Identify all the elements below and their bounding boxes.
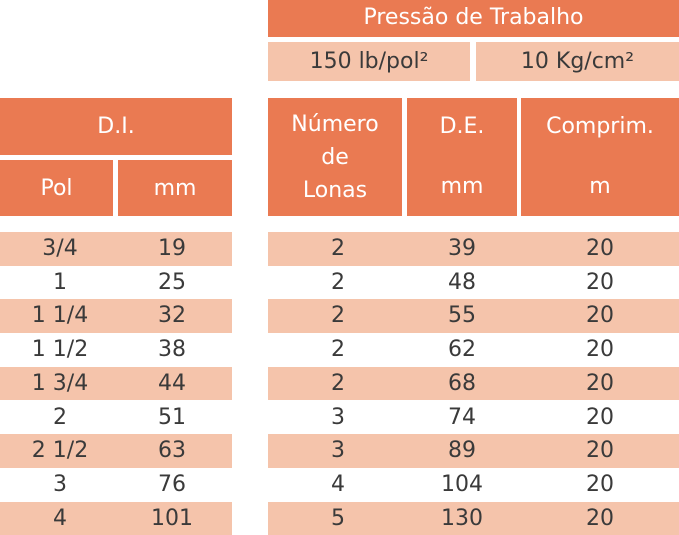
row-band — [0, 232, 232, 266]
table-cell: 4 — [331, 471, 345, 497]
table-cell: 38 — [158, 337, 186, 363]
row-band — [268, 299, 679, 334]
table-cell: 20 — [586, 269, 614, 295]
de-unit: mm — [440, 174, 484, 199]
lonas-line: Lonas — [302, 178, 368, 203]
table-cell: 1 — [53, 269, 67, 295]
table-cell: 20 — [586, 337, 614, 363]
table-cell: 76 — [158, 471, 186, 497]
de-header: D.E. mm — [407, 98, 517, 216]
table-cell: 104 — [441, 471, 483, 497]
row-band — [0, 501, 232, 535]
row-band — [0, 299, 232, 334]
table-cell: 1 1/4 — [31, 303, 89, 329]
table-cell: 74 — [448, 404, 476, 430]
table-cell: 3 — [331, 438, 345, 464]
psi-label: 150 lb/pol² — [309, 49, 429, 74]
lonas-line: Número — [291, 112, 379, 137]
table-cell: 20 — [586, 471, 614, 497]
pol-header: Pol — [0, 160, 113, 216]
table-cell: 20 — [586, 370, 614, 396]
table-cell: 20 — [586, 404, 614, 430]
mm-header: mm — [118, 160, 232, 216]
table-cell: 25 — [158, 269, 186, 295]
di-header: D.I. — [0, 98, 232, 155]
table-cell: 44 — [158, 370, 186, 396]
row-band — [0, 366, 232, 401]
row-band — [268, 501, 679, 535]
table-cell: 130 — [441, 505, 483, 531]
table-cell: 2 1/2 — [31, 438, 89, 464]
table-cell: 5 — [331, 505, 345, 531]
table-cell: 101 — [151, 505, 193, 531]
comp-label: Comprim. — [546, 114, 654, 139]
psi-header: 150 lb/pol² — [268, 42, 470, 81]
table-cell: 55 — [448, 303, 476, 329]
table-cell: 20 — [586, 303, 614, 329]
comp-unit: m — [589, 174, 611, 199]
table-cell: 19 — [158, 236, 186, 261]
table-cell: 20 — [586, 438, 614, 464]
table-cell: 62 — [448, 337, 476, 363]
row-band — [0, 434, 232, 468]
table-cell: 2 — [331, 370, 345, 396]
table-cell: 48 — [448, 269, 476, 295]
lonas-header: Número de Lonas — [268, 98, 402, 216]
table-cell: 1 3/4 — [31, 370, 89, 396]
pressure-title: Pressão de Trabalho — [363, 5, 584, 30]
table-cell: 20 — [586, 236, 614, 261]
table-cell: 1 1/2 — [31, 337, 89, 363]
table-cell: 89 — [448, 438, 476, 464]
mm-label: mm — [153, 176, 197, 201]
de-label: D.E. — [439, 114, 485, 139]
row-band — [268, 232, 679, 266]
comp-header: Comprim. m — [521, 98, 679, 216]
table-cell: 4 — [53, 505, 67, 531]
table-cell: 32 — [158, 303, 186, 329]
table-cell: 2 — [331, 337, 345, 363]
pol-label: Pol — [40, 176, 73, 201]
table-cell: 2 — [331, 269, 345, 295]
table-cell: 39 — [448, 236, 476, 261]
table-cell: 51 — [158, 404, 186, 430]
table-cell: 63 — [158, 438, 186, 464]
row-band — [268, 434, 679, 468]
kg-header: 10 Kg/cm² — [476, 42, 679, 81]
di-label: D.I. — [97, 114, 135, 139]
table-cell: 2 — [331, 236, 345, 261]
table-cell: 2 — [53, 404, 67, 430]
table-cell: 3 — [331, 404, 345, 430]
table-cell: 68 — [448, 370, 476, 396]
table-cell: 20 — [586, 505, 614, 531]
kg-label: 10 Kg/cm² — [520, 49, 635, 74]
table-cell: 3 — [53, 471, 67, 497]
lonas-line: de — [321, 145, 349, 170]
pressure-header: Pressão de Trabalho — [268, 0, 679, 37]
table-cell: 3/4 — [42, 236, 78, 261]
row-band — [268, 366, 679, 401]
table-cell: 2 — [331, 303, 345, 329]
